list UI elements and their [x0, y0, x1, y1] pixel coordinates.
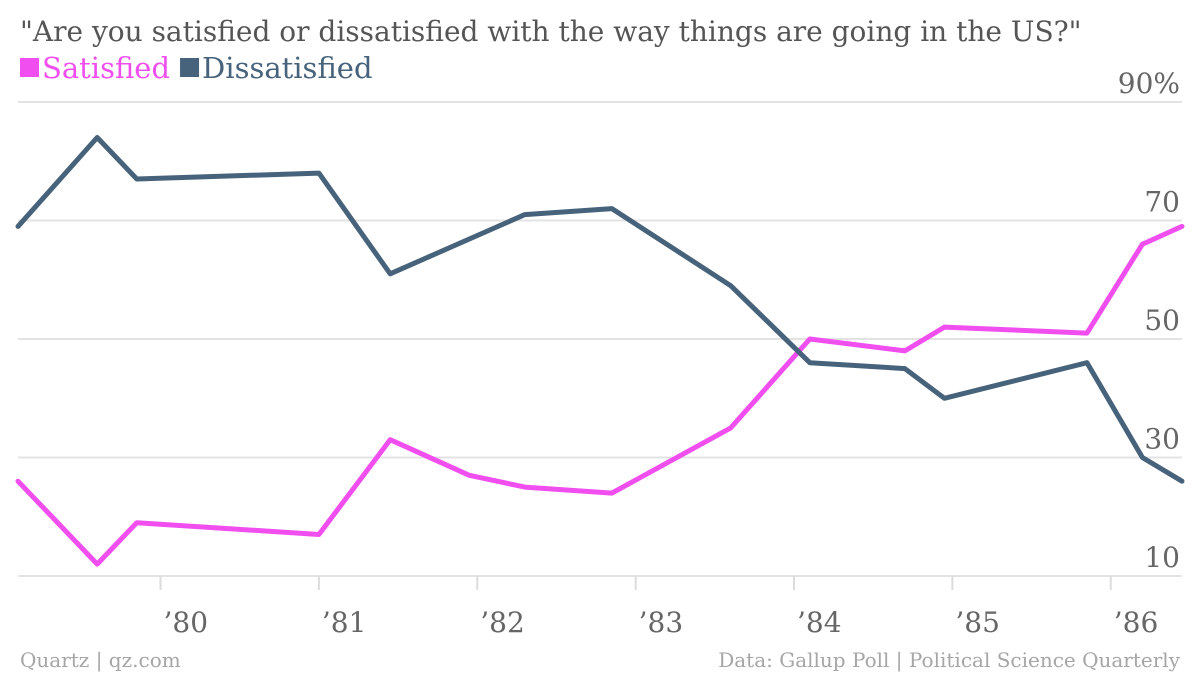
x-tick-label: ’84: [797, 606, 842, 639]
y-tick-label: 70: [1144, 186, 1180, 219]
y-tick-label: 30: [1144, 423, 1180, 456]
legend-swatch-dissatisfied: [180, 58, 200, 77]
y-tick-label: 10: [1144, 541, 1180, 574]
legend: Satisfied Dissatisfied: [20, 51, 373, 85]
series-line-satisfied: [15, 223, 1185, 567]
legend-label-dissatisfied: Dissatisfied: [202, 51, 372, 85]
x-tick-label: ’86: [1114, 606, 1159, 639]
chart-title: "Are you satisfied or dissatisfied with …: [20, 15, 1082, 48]
x-axis-ticks: ’80 ’81 ’82 ’83 ’84 ’85 ’86: [159, 576, 1159, 639]
legend-label-satisfied: Satisfied: [42, 51, 170, 85]
legend-swatch-satisfied: [20, 58, 39, 77]
y-tick-label: 50: [1144, 304, 1180, 337]
x-tick-label: ’82: [480, 606, 525, 639]
series-lines: [15, 135, 1185, 567]
gridlines: [18, 101, 1182, 577]
series-line-dissatisfied: [15, 135, 1185, 484]
footer-source-left: Quartz | qz.com: [20, 648, 181, 673]
x-tick-label: ’81: [322, 606, 367, 639]
x-tick-label: ’83: [639, 606, 684, 639]
x-tick-label: ’85: [955, 606, 1000, 639]
y-tick-label: 90%: [1118, 67, 1180, 100]
footer-source-right: Data: Gallup Poll | Political Science Qu…: [718, 648, 1180, 673]
y-axis-ticks: 90% 70 50 30 10: [1118, 67, 1180, 574]
x-tick-label: ’80: [164, 606, 209, 639]
